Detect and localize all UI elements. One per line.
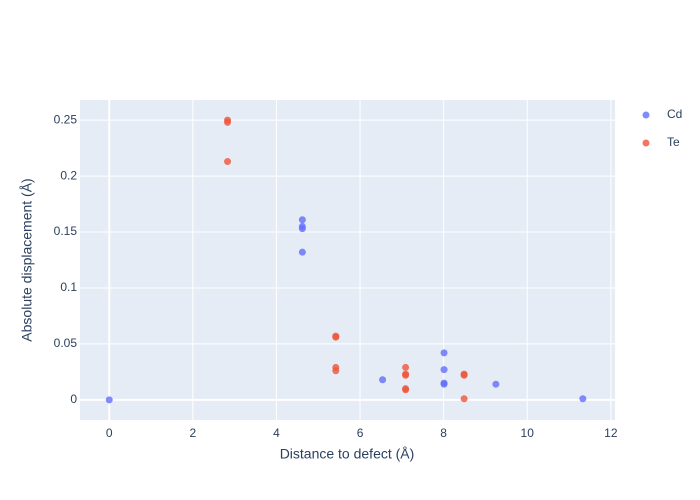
- y-tick-label: 0.25: [54, 112, 78, 126]
- x-tick-label: 12: [604, 426, 618, 440]
- point: [298, 216, 306, 224]
- legend-marker: [642, 111, 650, 119]
- point: [440, 366, 448, 374]
- y-tick-label: 0.2: [60, 168, 77, 182]
- x-tick-label: 2: [190, 426, 197, 440]
- x-tick-label: 10: [521, 426, 535, 440]
- point: [379, 376, 387, 384]
- point: [440, 380, 448, 388]
- point: [224, 118, 232, 126]
- point: [332, 367, 340, 375]
- point: [402, 386, 410, 394]
- legend-label: Te: [667, 135, 680, 149]
- y-tick-label: 0: [70, 392, 77, 406]
- point: [298, 248, 306, 256]
- marks: [105, 116, 587, 404]
- legend-marker: [642, 139, 650, 147]
- point: [440, 349, 448, 357]
- point: [224, 158, 232, 166]
- point: [579, 395, 587, 403]
- point: [402, 371, 410, 379]
- x-tick-label: 0: [106, 426, 113, 440]
- grid: [80, 100, 615, 420]
- point: [105, 396, 113, 404]
- point: [492, 380, 500, 388]
- y-tick-label: 0.15: [54, 224, 78, 238]
- point: [460, 371, 468, 379]
- x-axis-title: Distance to defect (Å): [280, 446, 415, 462]
- point: [460, 395, 468, 403]
- point: [402, 363, 410, 371]
- x-tick-label: 6: [357, 426, 364, 440]
- point: [332, 333, 340, 341]
- plot-area: [80, 100, 615, 420]
- point: [298, 225, 306, 233]
- legend-label: Cd: [667, 107, 682, 121]
- x-tick-label: 4: [273, 426, 280, 440]
- x-tick-label: 8: [440, 426, 447, 440]
- y-tick-label: 0.1: [60, 280, 77, 294]
- y-axis-title: Absolute displacement (Å): [19, 178, 35, 341]
- y-tick-label: 0.05: [54, 336, 78, 350]
